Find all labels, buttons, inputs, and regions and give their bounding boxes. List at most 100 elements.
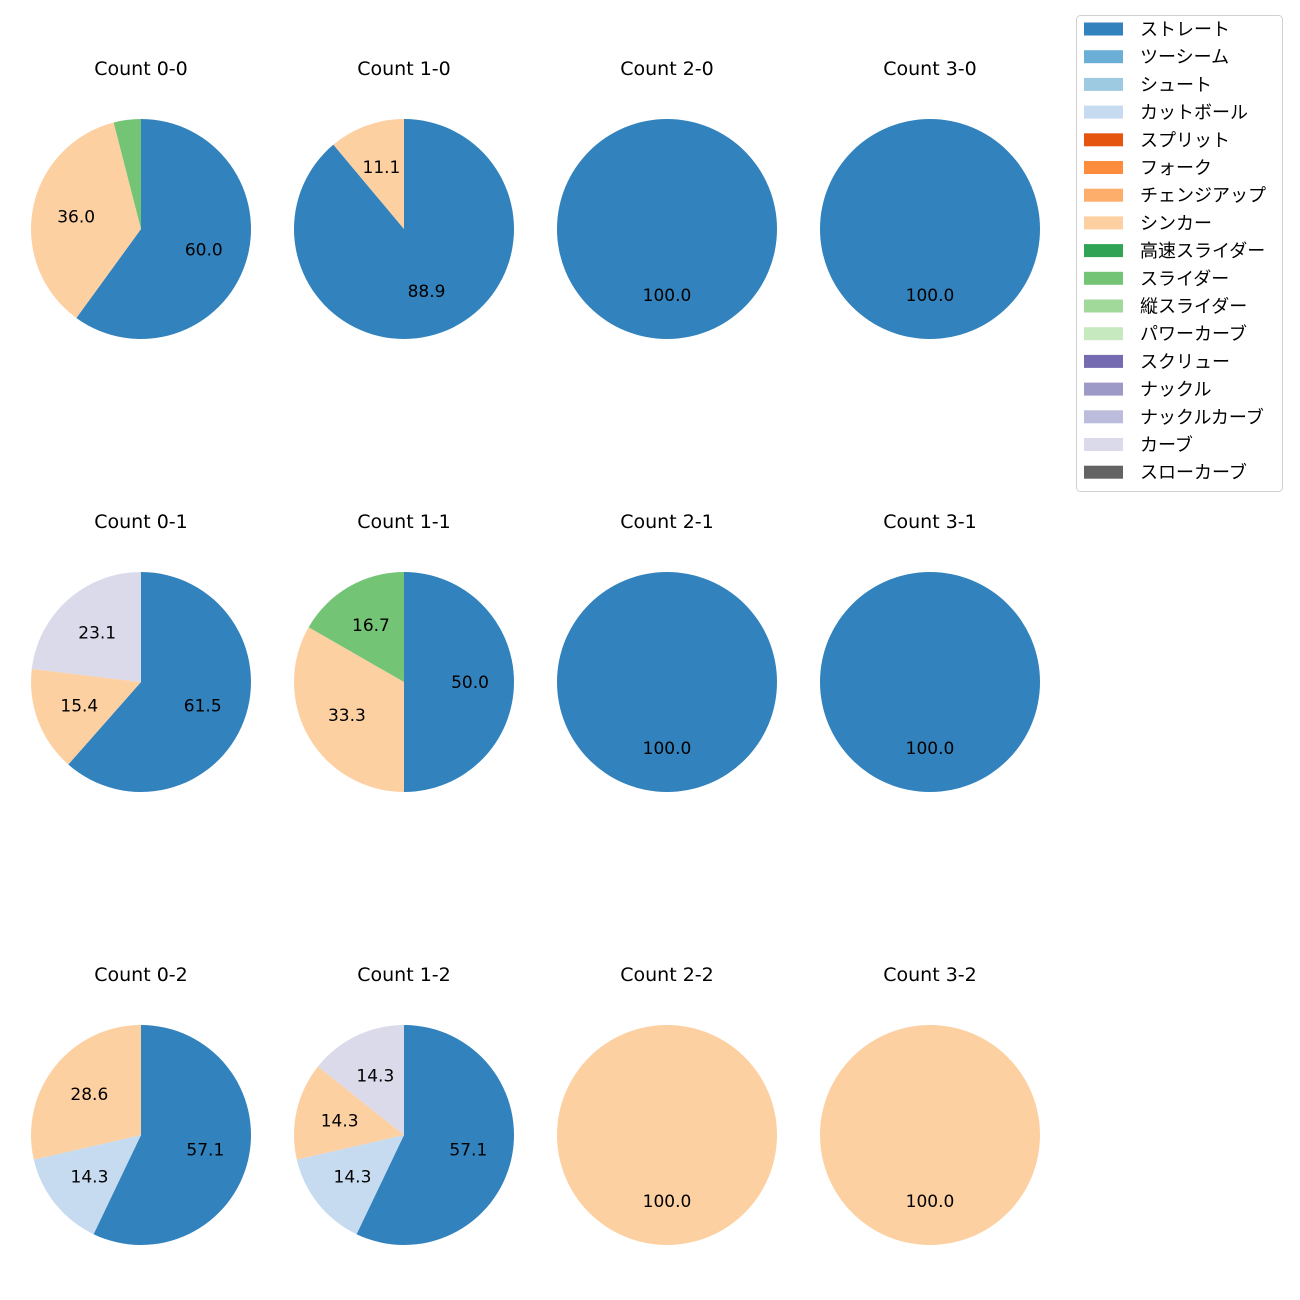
legend-label: ナックル [1140,380,1211,401]
legend-label: スクリュー [1140,352,1230,373]
legend-item: スプリット [1084,130,1230,151]
legend-frame [1076,15,1283,492]
pie-slice [296,1135,404,1235]
legend-item: ツーシーム [1084,47,1229,68]
legend-item: ナックル [1084,380,1211,401]
legend-swatch [1084,50,1123,64]
legend-item: シュート [1084,75,1212,96]
slice-label: 14.3 [356,1067,394,1087]
legend-swatch [1084,22,1123,36]
legend-label: シンカー [1140,213,1212,234]
pie-title: Count 3-2 [883,964,977,986]
legend-label: カットボール [1140,103,1248,124]
slice-label: 36.0 [57,208,95,228]
pie-slice [820,119,1040,339]
slice-label: 88.9 [408,282,446,302]
legend-swatch [1084,299,1123,313]
slice-label: 60.0 [185,240,223,260]
pie-title: Count 0-0 [94,58,188,80]
legend-label: フォーク [1140,158,1212,179]
pie-count-2-2: Count 2-2 100.0 [557,964,777,1245]
pie-slice [31,572,141,682]
pie-count-3-2: Count 3-2 100.0 [820,964,1040,1245]
pie-slice [294,627,404,792]
legend-item: カーブ [1084,434,1193,456]
slice-label: 100.0 [906,286,955,306]
legend-label: スプリット [1140,130,1230,151]
slice-label: 14.3 [71,1167,109,1187]
pie-slice [30,668,141,765]
pie-slice [308,572,404,682]
legend-swatch [1084,105,1123,119]
slice-label: 16.7 [352,616,390,636]
legend-label: 高速スライダー [1140,241,1265,262]
pie-slice [33,1135,141,1235]
legend-swatch [1084,271,1123,285]
legend-swatch [1084,188,1123,202]
legend-label: シュート [1140,75,1212,96]
pie-slice [293,1066,404,1160]
legend-label: スローカーブ [1140,462,1247,484]
legend-item: スクリュー [1084,352,1230,373]
slice-label: 100.0 [906,1192,955,1212]
legend-swatch [1084,244,1123,258]
pie-title: Count 2-2 [620,964,714,986]
legend-label: カーブ [1140,434,1193,456]
pie-count-1-1: Count 1-1 50.0 33.3 16.7 [294,511,514,792]
slice-label: 28.6 [70,1085,108,1105]
pie-count-0-1: Count 0-1 61.5 15.4 23.1 [30,511,252,792]
pie-slice [557,119,777,339]
legend-swatch [1084,382,1123,396]
legend-item: フォーク [1084,158,1212,179]
legend-item: パワーカーブ [1084,323,1247,345]
pie-slice [93,1025,252,1245]
pie-title: Count 2-1 [620,511,714,533]
pie-slice [404,572,514,792]
pie-title: Count 1-2 [357,964,451,986]
legend-item: シンカー [1084,213,1212,234]
pie-slice [333,119,404,229]
legend-swatch [1084,438,1123,451]
pie-count-2-1: Count 2-1 100.0 [557,511,777,792]
legend-swatch [1084,327,1123,341]
legend-label: スライダー [1140,269,1229,290]
pie-slice [76,119,251,339]
pie-slice [356,1025,514,1245]
pie-title: Count 1-1 [357,511,451,533]
pie-title: Count 1-0 [357,58,451,80]
pie-slice [113,119,141,229]
pie-slice [317,1025,404,1135]
legend-label: ツーシーム [1140,47,1229,68]
legend-item: 縦スライダー [1084,297,1247,318]
slice-label: 14.3 [334,1167,372,1187]
slice-label: 11.1 [363,158,401,178]
legend-label: パワーカーブ [1140,323,1247,345]
pie-slice [294,119,514,339]
legend-swatch [1084,465,1123,479]
legend-swatch [1084,354,1123,368]
pie-count-1-0: Count 1-0 88.9 11.1 [294,58,514,339]
pie-title: Count 2-0 [620,58,714,80]
legend-swatch [1084,216,1123,230]
pie-title: Count 0-1 [94,511,188,533]
slice-label: 100.0 [906,739,955,759]
pie-slice [557,1025,777,1245]
legend-label: 縦スライダー [1140,297,1247,318]
pie-slice [30,122,141,318]
pie-title: Count 3-0 [883,58,977,80]
pie-count-0-2: Count 0-2 57.1 14.3 28.6 [30,964,252,1245]
slice-label: 50.0 [451,673,489,693]
legend-swatch [1084,410,1123,424]
slice-label: 33.3 [328,706,366,726]
slice-label: 15.4 [60,697,98,717]
pie-count-1-2: Count 1-2 57.1 14.3 14.3 14.3 [293,964,514,1245]
pie-count-3-0: Count 3-0 100.0 [820,58,1040,339]
pie-slice [820,1025,1040,1245]
slice-label: 57.1 [186,1141,224,1161]
pie-slice [820,572,1040,792]
slice-label: 57.1 [449,1141,487,1161]
slice-label: 23.1 [78,624,116,644]
pie-count-3-1: Count 3-1 100.0 [820,511,1040,792]
legend-item: ストレート [1084,20,1230,41]
